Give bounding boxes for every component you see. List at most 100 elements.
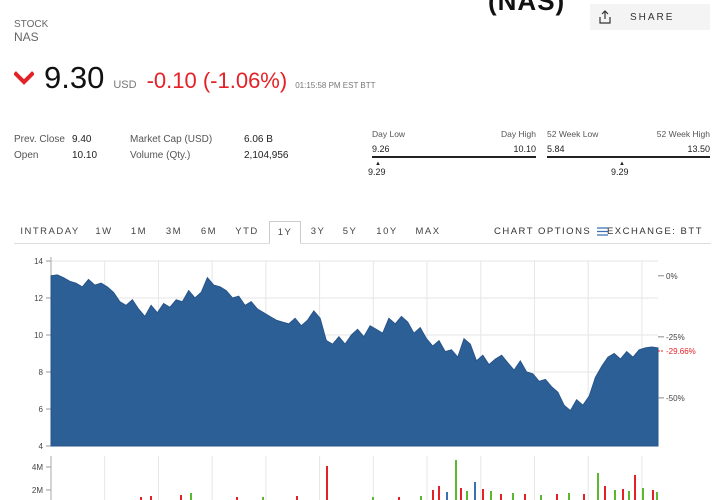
volume-bar — [597, 473, 599, 500]
tab-ytd[interactable]: YTD — [235, 226, 259, 237]
tab-1w[interactable]: 1W — [95, 226, 113, 237]
tab-3y[interactable]: 3Y — [310, 226, 326, 237]
price-area — [50, 274, 659, 447]
volume-bar — [326, 466, 328, 500]
tab-6m[interactable]: 6M — [200, 226, 218, 237]
chart-timeframe-tabs: INTRADAY 1W 1M 3M 6M YTD 1Y 3Y 5Y 10Y MA… — [14, 221, 711, 244]
day-low-value: 9.26 — [372, 144, 390, 154]
stock-type-label: STOCK — [14, 19, 49, 30]
y-tick-label: 10 — [34, 331, 43, 340]
open-value: 10.10 — [72, 150, 98, 161]
title-ticker: (NAS) — [488, 0, 566, 16]
volume-bar — [420, 496, 422, 500]
week52-range-marker-icon: ▲ — [619, 161, 625, 167]
tab-5y[interactable]: 5Y — [342, 226, 358, 237]
market-cap-value: 6.06 B — [244, 134, 273, 145]
volume-bar — [190, 493, 192, 500]
volume-bar — [642, 488, 644, 500]
pct-tick-label: -25% — [666, 333, 685, 342]
volume-bar — [604, 486, 606, 500]
day-range: Day Low Day High 9.26 10.10 ▲ 9.29 — [368, 129, 536, 179]
menu-icon — [597, 227, 609, 236]
day-current-value: 9.29 — [368, 167, 386, 177]
volume-bar — [482, 489, 484, 500]
quote-timestamp: 01:15:58 PM EST BTT — [295, 81, 376, 90]
volume-bar — [180, 495, 182, 500]
tab-intraday[interactable]: INTRADAY — [20, 226, 80, 237]
y-tick-label: 8 — [39, 368, 44, 377]
volume-bar — [490, 491, 492, 500]
share-button[interactable]: SHARE — [590, 4, 710, 30]
volume-bar — [150, 496, 152, 500]
volume-bar — [556, 494, 558, 500]
currency: USD — [113, 79, 137, 91]
day-range-marker-icon: ▲ — [375, 161, 381, 167]
current-pct-label: -29.66% — [666, 347, 696, 356]
stats-values-col2: 6.06 B 2,104,956 — [244, 132, 289, 164]
chart-options-label: CHART OPTIONS — [494, 226, 592, 237]
week52-high-value: 13.50 — [687, 144, 710, 154]
volume-bar — [398, 497, 400, 500]
price-row: 9.30 USD -0.10 (-1.06%) 01:15:58 PM EST … — [14, 60, 376, 96]
y-tick-label: 14 — [34, 257, 43, 266]
week52-low-label: 52 Week Low — [547, 129, 599, 139]
tab-3m[interactable]: 3M — [165, 226, 183, 237]
volume-bar — [474, 482, 476, 500]
volume-bar — [460, 488, 462, 500]
volume-bar — [446, 492, 448, 500]
tab-1m[interactable]: 1M — [130, 226, 148, 237]
y-tick-label: 6 — [39, 405, 44, 414]
volume-bar — [236, 497, 238, 500]
price-down-icon — [14, 71, 34, 85]
prev-close-value: 9.40 — [72, 134, 92, 145]
day-high-value: 10.10 — [513, 144, 536, 154]
volume-bar — [466, 491, 468, 500]
last-price: 9.30 — [44, 60, 105, 95]
volume-label: Volume (Qty.) — [130, 150, 191, 161]
volume-bar — [628, 491, 630, 500]
y-tick-label: 4 — [39, 442, 44, 451]
exchange-selector[interactable]: EXCHANGE: BTT — [606, 226, 703, 237]
volume-bar — [296, 496, 298, 500]
volume-bar — [622, 489, 624, 500]
volume-bar — [540, 495, 542, 500]
volume-bar — [262, 497, 264, 500]
day-low-label: Day Low — [372, 129, 406, 139]
chart-options-button[interactable]: CHART OPTIONS — [494, 221, 609, 242]
tab-10y[interactable]: 10Y — [376, 226, 398, 237]
tab-max[interactable]: MAX — [415, 226, 441, 237]
stats-values-col1: 9.40 10.10 — [72, 132, 97, 164]
week52-current-value: 9.29 — [611, 167, 629, 177]
open-label: Open — [14, 150, 39, 161]
pct-tick-label: 0% — [666, 272, 678, 281]
volume-bar — [512, 493, 514, 500]
week52-low-value: 5.84 — [547, 144, 565, 154]
volume-bar — [500, 494, 502, 500]
volume-bar — [524, 494, 526, 500]
volume-bar — [432, 490, 434, 500]
volume-bar — [652, 490, 654, 500]
volume-bar — [568, 493, 570, 500]
volume-bar — [634, 475, 636, 500]
volume-value: 2,104,956 — [244, 150, 289, 161]
exchange-name: NAS — [14, 30, 39, 44]
volume-tick-label: 2M — [32, 486, 43, 495]
day-range-bar — [372, 156, 536, 158]
share-icon — [599, 10, 611, 24]
prev-close-label: Prev. Close — [14, 134, 65, 145]
share-label: SHARE — [630, 11, 675, 23]
pct-tick-label: -50% — [666, 394, 685, 403]
volume-bar — [656, 492, 658, 500]
price-chart: 14 12 10 8 6 4 0% -25% -50% -29.66% 4M 2M — [32, 257, 696, 500]
volume-bar — [455, 460, 457, 500]
volume-bar — [583, 494, 585, 500]
volume-bar — [372, 497, 374, 500]
week52-high-label: 52 Week High — [656, 129, 710, 139]
y-tick-label: 12 — [34, 294, 43, 303]
stats-labels-col1: Prev. Close Open — [14, 132, 65, 164]
volume-tick-label: 4M — [32, 463, 43, 472]
week52-range: 52 Week Low 52 Week High 5.84 13.50 ▲ 9.… — [547, 129, 710, 179]
price-change: -0.10 (-1.06%) — [146, 68, 288, 93]
stats-labels-col2: Market Cap (USD) Volume (Qty.) — [130, 132, 212, 164]
tab-1y[interactable]: 1Y — [269, 221, 301, 244]
